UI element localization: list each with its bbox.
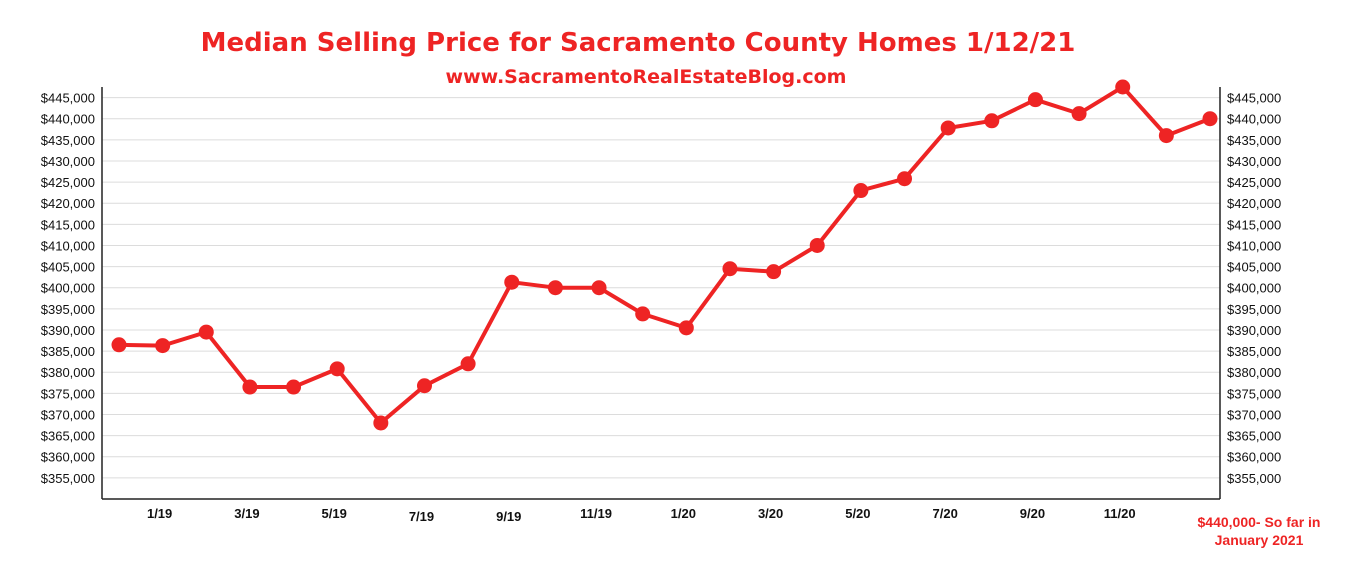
y-tick-label-left: $435,000 (41, 133, 95, 148)
y-tick-label-left: $395,000 (41, 302, 95, 317)
y-tick-label-left: $405,000 (41, 260, 95, 275)
annotation-note: $440,000- So far in January 2021 (1170, 513, 1348, 549)
data-point (242, 379, 258, 395)
data-point (111, 337, 127, 353)
chart-title: Median Selling Price for Sacramento Coun… (200, 28, 1076, 58)
y-tick-label-right: $375,000 (1227, 386, 1281, 401)
y-tick-label-right: $395,000 (1227, 302, 1281, 317)
data-point (678, 320, 694, 336)
y-tick-label-right: $380,000 (1227, 365, 1281, 380)
data-point (286, 379, 302, 395)
y-tick-label-left: $410,000 (41, 238, 95, 253)
gridlines (102, 97, 1220, 479)
x-tick-label: 3/20 (758, 506, 783, 521)
y-axis-right-ticks: $445,000 $440,000 $435,000 $430,000 $425,000… (1227, 91, 1281, 486)
y-tick-label-right: $355,000 (1227, 471, 1281, 486)
y-tick-label-left: $380,000 (41, 365, 95, 380)
data-point (504, 274, 520, 290)
data-point (460, 356, 476, 372)
y-tick-label-right: $400,000 (1227, 281, 1281, 296)
y-tick-label-right: $440,000 (1227, 112, 1281, 127)
y-axis-left-ticks: $445,000 $440,000 $435,000 $430,000 $425,000… (41, 91, 95, 486)
x-tick-label: 9/20 (1020, 506, 1045, 521)
y-tick-label-right: $445,000 (1227, 91, 1281, 106)
y-tick-label-left: $425,000 (41, 175, 95, 190)
y-tick-label-left: $430,000 (41, 154, 95, 169)
y-tick-label-left: $375,000 (41, 386, 95, 401)
data-point (897, 171, 913, 187)
axes (101, 87, 1221, 500)
data-point (853, 183, 869, 199)
data-point (722, 261, 738, 277)
data-point (591, 280, 607, 296)
y-tick-label-left: $385,000 (41, 344, 95, 359)
y-tick-label-left: $365,000 (41, 429, 95, 444)
x-tick-label: 11/20 (1104, 506, 1136, 521)
y-tick-label-left: $370,000 (41, 407, 95, 422)
data-point (155, 338, 171, 354)
data-point (373, 415, 389, 431)
y-tick-label-right: $370,000 (1227, 407, 1281, 422)
data-point (1115, 79, 1131, 95)
data-point (766, 264, 782, 280)
x-tick-label: 9/19 (496, 509, 521, 524)
y-tick-label-right: $425,000 (1227, 175, 1281, 190)
x-tick-label: 11/19 (580, 506, 612, 521)
y-tick-label-left: $440,000 (41, 112, 95, 127)
y-tick-label-right: $405,000 (1227, 260, 1281, 275)
y-tick-label-right: $415,000 (1227, 217, 1281, 232)
x-tick-label: 7/19 (409, 509, 434, 524)
data-point (198, 324, 214, 340)
y-tick-label-left: $355,000 (41, 471, 95, 486)
series-line (118, 85, 1211, 425)
y-tick-label-right: $420,000 (1227, 196, 1281, 211)
x-axis-ticks: 1/19 3/19 5/19 7/19 9/19 11/19 1/20 3/20 5/20 7/2… (147, 506, 1136, 524)
data-point (416, 378, 432, 394)
x-tick-label: 3/19 (234, 506, 259, 521)
y-tick-label-left: $390,000 (41, 323, 95, 338)
y-tick-label-left: $445,000 (41, 91, 95, 106)
y-tick-label-right: $385,000 (1227, 344, 1281, 359)
y-tick-label-left: $360,000 (41, 450, 95, 465)
data-point (1071, 106, 1087, 122)
y-tick-label-right: $390,000 (1227, 323, 1281, 338)
annotation-line-1: $440,000- So far in (1197, 514, 1321, 530)
x-tick-label: 7/20 (933, 506, 958, 521)
data-point (547, 280, 563, 296)
data-point (984, 113, 1000, 129)
y-tick-label-left: $415,000 (41, 217, 95, 232)
y-tick-label-right: $430,000 (1227, 154, 1281, 169)
data-point (1027, 92, 1043, 108)
y-tick-label-right: $365,000 (1227, 429, 1281, 444)
y-tick-label-left: $400,000 (41, 281, 95, 296)
x-tick-label: 5/20 (845, 506, 870, 521)
y-tick-label-left: $420,000 (41, 196, 95, 211)
data-point (1202, 111, 1218, 127)
data-point (809, 237, 825, 253)
y-tick-label-right: $435,000 (1227, 133, 1281, 148)
data-point (1158, 128, 1174, 144)
data-point (635, 306, 651, 322)
data-point (329, 361, 345, 377)
x-tick-label: 5/19 (322, 506, 347, 521)
series-median-price (111, 79, 1218, 431)
annotation-line-2: January 2021 (1214, 532, 1304, 548)
data-point (940, 120, 956, 136)
y-tick-label-right: $410,000 (1227, 238, 1281, 253)
y-tick-label-right: $360,000 (1227, 450, 1281, 465)
chart-subtitle: www.SacramentoRealEstateBlog.com (445, 66, 847, 88)
x-tick-label: 1/19 (147, 506, 172, 521)
x-tick-label: 1/20 (671, 506, 696, 521)
